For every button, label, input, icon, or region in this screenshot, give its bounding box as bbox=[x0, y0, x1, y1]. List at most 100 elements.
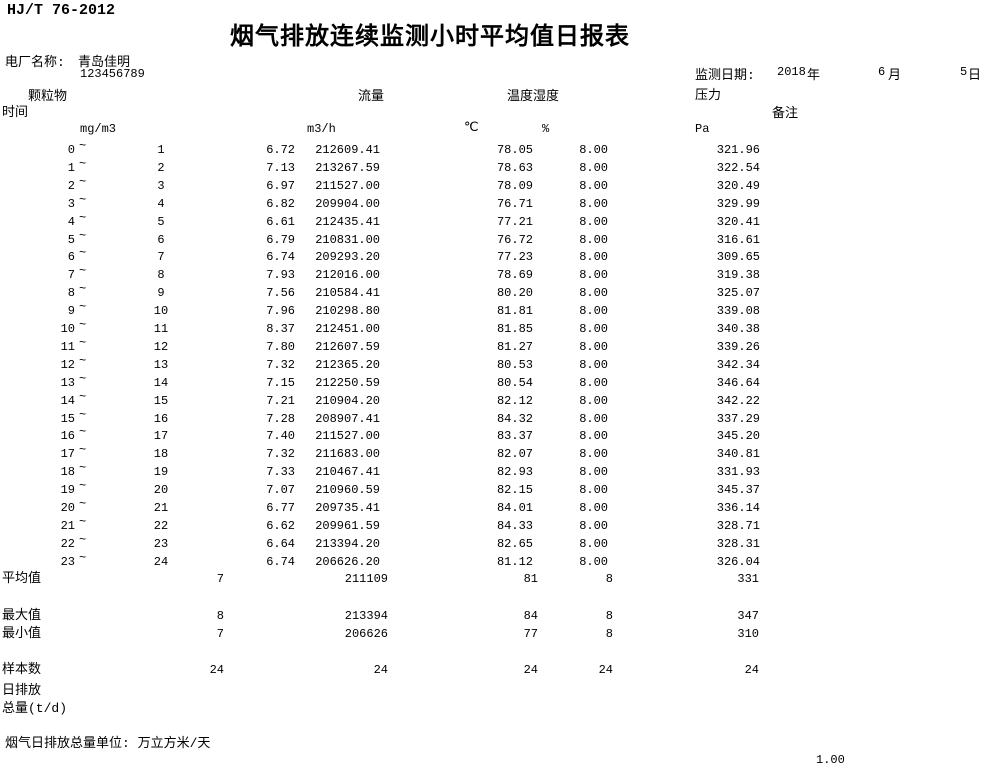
summary-row-average: 平均值 7 211109 81 8 331 bbox=[0, 570, 983, 588]
cell-pressure: 326.04 bbox=[716, 554, 760, 569]
plant-code-mark: ` bbox=[3, 63, 11, 77]
cell-flow: 210584.41 bbox=[315, 286, 380, 301]
monitor-date-day: 5 bbox=[960, 65, 968, 79]
range-separator: ~ bbox=[79, 443, 87, 458]
cell-end-hour: 18 bbox=[153, 447, 169, 462]
cell-flow: 209961.59 bbox=[315, 518, 380, 533]
cell-start-hour: 13 bbox=[60, 375, 75, 390]
cell-pressure: 345.37 bbox=[716, 483, 760, 498]
cell-temp: 82.15 bbox=[496, 483, 533, 498]
cell-end-hour: 1 bbox=[157, 143, 165, 157]
cell-end-hour: 8 bbox=[157, 268, 165, 283]
cell-pm: 7.33 bbox=[266, 465, 295, 480]
cell-temp: 81.81 bbox=[496, 304, 533, 319]
cell-temp: 82.93 bbox=[496, 465, 533, 480]
report-title: 烟气排放连续监测小时平均值日报表 bbox=[230, 25, 630, 52]
summary-label-max: 最大值 bbox=[2, 608, 42, 623]
cell-humidity: 8.00 bbox=[579, 304, 608, 319]
hourly-row: 13 ~14 7.15 212250.59 80.54 8.00 346.64 bbox=[0, 372, 983, 392]
range-separator: ~ bbox=[79, 210, 87, 225]
cell-pressure: 320.49 bbox=[716, 178, 760, 193]
cell-humidity: 8.00 bbox=[579, 375, 608, 390]
cell-flow: 212016.00 bbox=[315, 268, 380, 283]
cell-start-hour: 7 bbox=[67, 268, 75, 283]
cell-end-hour: 5 bbox=[157, 214, 165, 229]
range-separator: ~ bbox=[79, 139, 87, 153]
cell-temp: 77 bbox=[523, 627, 538, 641]
cell-flow: 209904.00 bbox=[315, 196, 380, 211]
cell-temp: 80.53 bbox=[496, 357, 533, 372]
col-header-time: 时间 bbox=[2, 105, 29, 120]
hourly-row: 8 ~9 7.56 210584.41 80.20 8.00 325.07 bbox=[0, 282, 983, 302]
cell-flow: 211109 bbox=[344, 572, 388, 586]
range-separator: ~ bbox=[79, 335, 87, 350]
cell-pressure: 346.64 bbox=[716, 375, 760, 390]
cell-pressure: 310 bbox=[737, 627, 759, 641]
range-separator: ~ bbox=[79, 389, 87, 404]
cell-temp: 83.37 bbox=[496, 429, 533, 444]
cell-pm: 6.74 bbox=[266, 554, 295, 569]
hourly-row: 22 ~23 6.64 213394.20 82.65 8.00 328.31 bbox=[0, 533, 983, 553]
cell-flow: 212609.41 bbox=[315, 143, 380, 157]
summary-label-min: 最小值 bbox=[2, 626, 42, 641]
cell-temp: 84.33 bbox=[496, 518, 533, 533]
hourly-row: 23 ~24 6.74 206626.20 81.12 8.00 326.04 bbox=[0, 551, 983, 571]
cell-flow: 206626.20 bbox=[315, 554, 380, 569]
cell-start-hour: 11 bbox=[60, 339, 75, 354]
cell-humidity: 8.00 bbox=[579, 411, 608, 426]
cell-pressure: 320.41 bbox=[716, 214, 760, 229]
range-separator: ~ bbox=[79, 264, 87, 279]
hourly-row: 3 ~4 6.82 209904.00 76.71 8.00 329.99 bbox=[0, 193, 983, 213]
cell-pm: 7.40 bbox=[266, 429, 295, 444]
cell-flow: 209735.41 bbox=[315, 501, 380, 515]
cell-pressure: 337.29 bbox=[716, 411, 760, 426]
cell-end-hour: 11 bbox=[153, 322, 169, 336]
cell-start-hour: 0 bbox=[67, 143, 75, 157]
cell-start-hour: 8 bbox=[67, 286, 75, 301]
hourly-row: 12 ~13 7.32 212365.20 80.53 8.00 342.34 bbox=[0, 354, 983, 374]
hourly-row: 7 ~8 7.93 212016.00 78.69 8.00 319.38 bbox=[0, 264, 983, 284]
cell-pressure: 339.26 bbox=[716, 339, 760, 354]
cell-humidity: 8.00 bbox=[579, 160, 608, 175]
hourly-row: 4 ~5 6.61 212435.41 77.21 8.00 320.41 bbox=[0, 211, 983, 231]
range-separator: ~ bbox=[79, 514, 87, 529]
range-separator: ~ bbox=[79, 174, 87, 189]
standard-code: HJ/T 76-2012 bbox=[7, 2, 116, 19]
cell-humidity: 8.00 bbox=[579, 483, 608, 498]
cell-temp: 82.12 bbox=[496, 393, 533, 408]
cell-flow: 212250.59 bbox=[315, 375, 380, 390]
hourly-row: 9 ~10 7.96 210298.80 81.81 8.00 339.08 bbox=[0, 300, 983, 320]
cell-humidity: 8.00 bbox=[579, 518, 608, 533]
cell-flow: 210467.41 bbox=[315, 465, 380, 480]
cell-pm: 7.80 bbox=[266, 339, 295, 354]
cell-pressure: 342.34 bbox=[716, 357, 760, 372]
cell-pm: 7.28 bbox=[266, 411, 295, 426]
cell-flow: 210831.00 bbox=[315, 232, 380, 247]
monitor-date-year: 2018 bbox=[777, 65, 806, 79]
cell-temp: 84.32 bbox=[496, 411, 533, 426]
cell-start-hour: 22 bbox=[60, 536, 75, 551]
cell-pressure: 340.38 bbox=[716, 322, 760, 336]
hourly-row: 10 ~11 8.37 212451.00 81.85 8.00 340.38 bbox=[0, 318, 983, 338]
cell-pm: 6.74 bbox=[266, 250, 295, 265]
cell-humidity: 8.00 bbox=[579, 501, 608, 515]
cell-end-hour: 15 bbox=[153, 393, 169, 408]
monitor-date-label: 监测日期: bbox=[695, 68, 755, 83]
hourly-row: 5 ~6 6.79 210831.00 76.72 8.00 316.61 bbox=[0, 229, 983, 249]
cell-flow: 211527.00 bbox=[315, 178, 380, 193]
unit-flow: m3/h bbox=[307, 122, 336, 136]
cell-pressure: 331 bbox=[737, 572, 759, 586]
cell-start-hour: 16 bbox=[60, 429, 75, 444]
cell-temp: 78.05 bbox=[496, 143, 533, 157]
range-separator: ~ bbox=[79, 318, 87, 332]
cell-temp: 78.09 bbox=[496, 178, 533, 193]
hourly-rows: 0 ~1 6.72 212609.41 78.05 8.00 321.96 1 ~2 7.13 21… bbox=[0, 139, 983, 581]
cell-pm: 6.72 bbox=[266, 143, 295, 157]
cell-start-hour: 6 bbox=[67, 250, 75, 265]
hourly-row: 19 ~20 7.07 210960.59 82.15 8.00 345.37 bbox=[0, 479, 983, 499]
summary-row-max: 最大值 8 213394 84 8 347 bbox=[0, 607, 983, 625]
cell-end-hour: 6 bbox=[157, 232, 165, 247]
cell-humidity: 8.00 bbox=[579, 196, 608, 211]
cell-pm: 8.37 bbox=[266, 322, 295, 336]
